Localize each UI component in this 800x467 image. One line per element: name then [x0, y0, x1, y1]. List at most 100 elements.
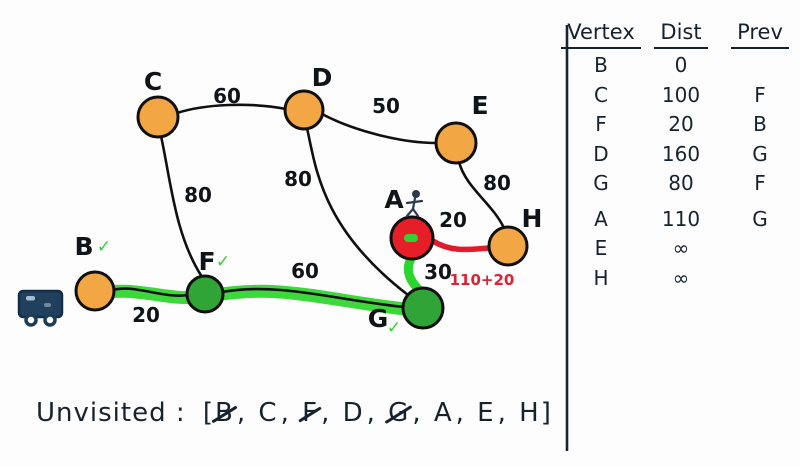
edge-weight-A-H: 20 [439, 208, 467, 232]
table-header-prev: Prev [731, 20, 789, 49]
table-row-G: G 80 F [569, 169, 795, 199]
edge-B-F [111, 287, 190, 297]
visited-check-icon-F: ✓ [216, 252, 230, 272]
node-A-current-marker [404, 234, 418, 242]
cell-vertex: E [594, 236, 608, 260]
edge-C-F [159, 134, 204, 279]
close-bracket: ] [540, 398, 552, 428]
node-label-C: C [144, 67, 162, 96]
cell-dist: 80 [668, 171, 694, 195]
table-row-E: E ∞ [569, 234, 795, 264]
node-label-F: F [198, 247, 215, 276]
edge-D-G [305, 126, 410, 297]
node-label-A: A [384, 185, 404, 214]
unvisited-item-B: B [215, 398, 234, 428]
edge-A-G [403, 252, 425, 296]
list-separator: , [236, 398, 256, 428]
list-separator: , [455, 398, 475, 428]
node-G [401, 286, 445, 330]
cell-prev: G [752, 206, 768, 231]
list-separator: , [412, 398, 431, 428]
person-leg [405, 207, 415, 218]
node-B [74, 270, 116, 312]
node-label-E: E [471, 91, 488, 120]
edge-F-G-highlight [208, 284, 431, 318]
edge-F-G [220, 287, 406, 309]
nodes-layer [74, 89, 529, 330]
cell-dist: 20 [668, 112, 694, 136]
node-label-D: D [312, 63, 333, 92]
table-body: B 0 C 100 F F 20 B D 160 G G 80 F A 110 G E ∞ H ∞ [569, 51, 795, 293]
cell-dist: 160 [661, 141, 701, 166]
node-D [283, 89, 325, 131]
edge-weight-D-E: 50 [372, 94, 400, 118]
cell-vertex: H [593, 265, 609, 290]
unvisited-item-A: A [433, 398, 453, 428]
distance-table: Vertex Dist Prev B 0 C 100 F F 20 B D 160 G G 80 F A 110 G… [561, 20, 795, 293]
header-text: Prev [731, 20, 789, 49]
cell-dist: 110 [661, 206, 701, 231]
open-bracket: [ [202, 398, 215, 428]
edge-weight-E-H: 80 [483, 171, 511, 195]
edge-weight-C-F: 80 [184, 183, 212, 207]
node-F [185, 274, 225, 314]
edge-A-H [430, 238, 492, 253]
cell-dist: 100 [661, 82, 701, 107]
car-wheel [43, 313, 57, 327]
node-C [136, 95, 180, 139]
unvisited-item-D: D [342, 398, 364, 428]
edge-weight-B-F: 20 [132, 303, 160, 327]
header-text: Dist [654, 20, 708, 49]
cell-prev: B [753, 112, 767, 136]
cell-dist: ∞ [672, 236, 690, 260]
car-window [26, 296, 35, 301]
unvisited-items: B, C, F, D, G, A, E, H [214, 398, 541, 428]
node-H [487, 225, 529, 267]
edge-weight-D-G: 80 [284, 167, 312, 191]
visited-check-icon-B: ✓ [97, 237, 111, 257]
cell-vertex: B [594, 53, 608, 77]
list-separator: , [280, 398, 300, 428]
car-icon [17, 289, 64, 327]
table-header-vertex: Vertex [561, 20, 641, 49]
node-E [434, 121, 478, 165]
edge-C-D [175, 103, 288, 115]
list-separator: , [321, 398, 340, 428]
unvisited-item-E: E [477, 398, 495, 428]
car-body [17, 289, 64, 319]
person-head [412, 190, 420, 198]
edge-D-E [320, 112, 438, 145]
node-label-B: B [74, 232, 93, 261]
car-wheel [24, 313, 38, 327]
person-body [411, 196, 417, 211]
person-icon [405, 190, 424, 218]
cell-dist: ∞ [672, 265, 690, 290]
list-separator: , [366, 398, 386, 428]
node-label-G: G [368, 304, 389, 333]
cell-vertex: C [594, 82, 608, 107]
person-leg [411, 207, 420, 218]
edge-weight-C-D: 60 [213, 84, 241, 108]
visited-check-icon-G: ✓ [387, 318, 401, 338]
edge-weight-A-G: 30 [424, 260, 452, 284]
list-separator: , [497, 398, 517, 428]
unvisited-item-F: F [302, 398, 319, 428]
unvisited-list: Unvisited : [B, C, F, D, G, A, E, H] [36, 398, 552, 428]
table-header-row: Vertex Dist Prev [561, 20, 795, 49]
cell-prev: F [754, 82, 766, 107]
cell-vertex: F [595, 112, 607, 136]
unvisited-item-C: C [258, 398, 278, 428]
car-window [44, 303, 51, 307]
table-row-D: D 160 G [569, 140, 795, 170]
person-arms [405, 199, 424, 205]
header-text: Vertex [561, 20, 641, 49]
edge-E-H [457, 160, 506, 230]
table-header-dist: Dist [654, 20, 708, 49]
cell-vertex: G [593, 171, 609, 195]
unvisited-item-G: G [388, 398, 410, 428]
distance-sum-annotation: 110+20 [450, 271, 515, 289]
